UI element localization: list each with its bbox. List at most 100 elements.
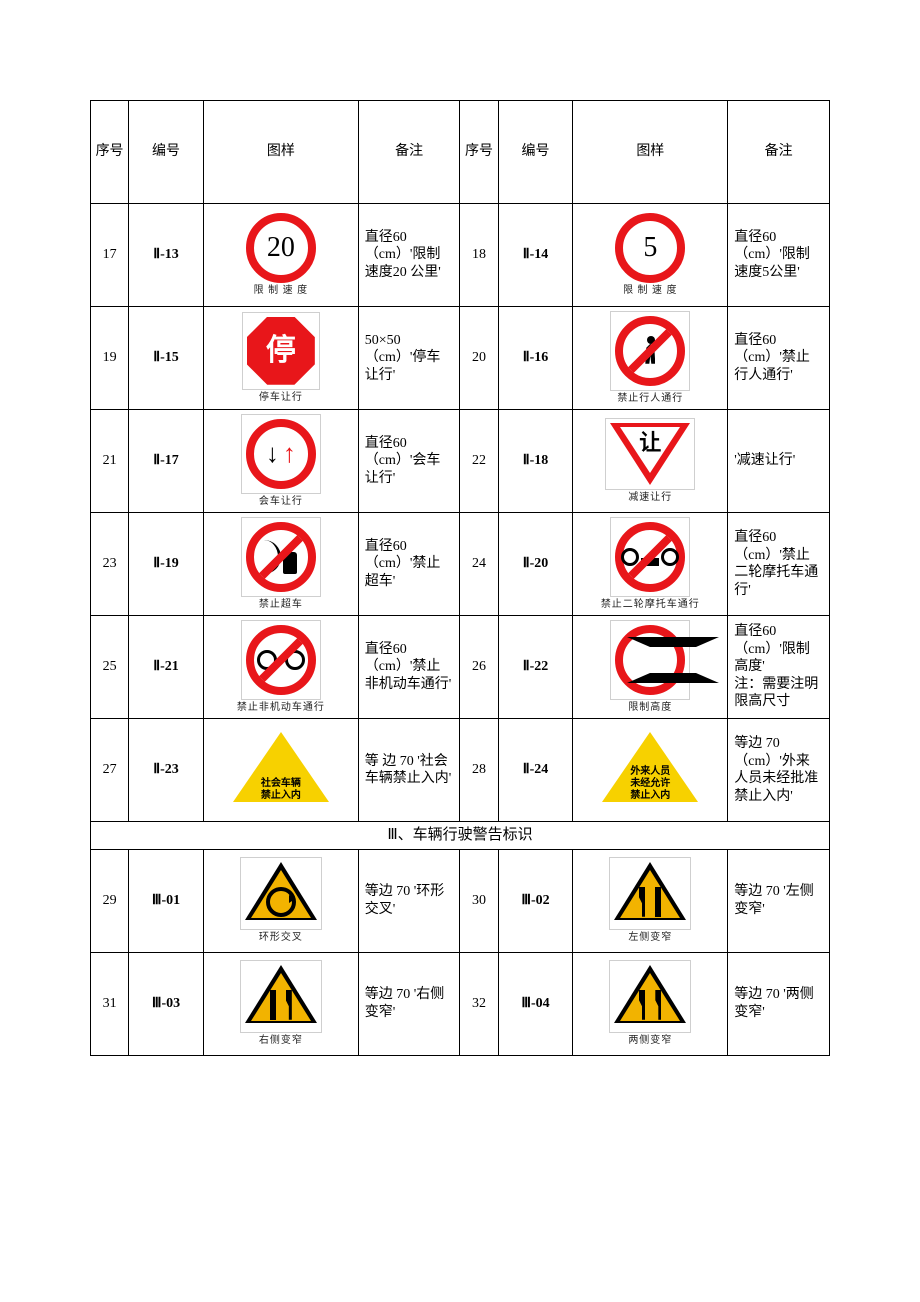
cell-note: 直径60（cm）'禁止非机动车通行' — [358, 616, 460, 719]
sign-caption: 两侧变窄 — [628, 1035, 672, 1048]
cell-code: Ⅲ-03 — [129, 952, 204, 1055]
cell-seq: 26 — [460, 616, 498, 719]
cell-seq: 29 — [91, 849, 129, 952]
cell-figure: 左侧变窄 — [573, 849, 728, 952]
cell-seq: 28 — [460, 719, 498, 822]
sign-figure: ↓↑ 会车让行 — [241, 414, 321, 509]
header-code: 编号 — [498, 101, 573, 204]
sign-figure: 停停车让行 — [242, 312, 320, 405]
document-page: 序号编号图样备注序号编号图样备注17Ⅱ-1320限 制 速 度直径60（cm）'… — [0, 0, 920, 1056]
height-limit-icon — [615, 625, 685, 695]
cell-note: 直径60（cm）'限制速度5公里' — [728, 204, 830, 307]
cell-seq: 25 — [91, 616, 129, 719]
cell-figure: 社会车辆 禁止入内 — [203, 719, 358, 822]
cell-figure: 外来人员 未经允许 禁止入内 — [573, 719, 728, 822]
sign-figure: 两侧变窄 — [609, 960, 691, 1048]
cell-seq: 30 — [460, 849, 498, 952]
narrow-warning-icon — [614, 965, 686, 1023]
cell-figure: 让减速让行 — [573, 410, 728, 513]
header-seq: 序号 — [460, 101, 498, 204]
cell-note: '减速让行' — [728, 410, 830, 513]
header-code: 编号 — [129, 101, 204, 204]
cell-figure: 禁止行人通行 — [573, 307, 728, 410]
cell-seq: 17 — [91, 204, 129, 307]
warning-triangle-icon: 外来人员 未经允许 禁止入内 — [602, 732, 698, 802]
cell-note: 直径60（cm）'禁止行人通行' — [728, 307, 830, 410]
sign-figure: 5 限 制 速 度 — [615, 213, 685, 298]
sign-figure: 20 限 制 速 度 — [246, 213, 316, 298]
sign-figure: 外来人员 未经允许 禁止入内 — [602, 732, 698, 802]
cell-figure: 右侧变窄 — [203, 952, 358, 1055]
cell-code: Ⅲ-02 — [498, 849, 573, 952]
sign-figure: 禁止行人通行 — [610, 311, 690, 406]
cell-seq: 31 — [91, 952, 129, 1055]
section-row: Ⅲ、车辆行驶警告标识 — [91, 822, 830, 850]
narrow-warning-icon — [245, 965, 317, 1023]
sign-caption: 限 制 速 度 — [254, 285, 309, 298]
cell-note: 等边 70 '左侧变窄' — [728, 849, 830, 952]
header-figure: 图样 — [203, 101, 358, 204]
sign-figure: 右侧变窄 — [240, 960, 322, 1048]
section-heading: Ⅲ、车辆行驶警告标识 — [91, 822, 830, 850]
yield-icon: 让 — [610, 423, 690, 485]
header-seq: 序号 — [91, 101, 129, 204]
sign-caption: 减速让行 — [628, 492, 672, 505]
table-row: 29Ⅲ-01环形交叉等边 70 '环形交叉'30Ⅲ-02左侧变窄等边 70 '左… — [91, 849, 830, 952]
speed-limit-icon: 20 — [246, 213, 316, 283]
cell-code: Ⅲ-04 — [498, 952, 573, 1055]
cell-figure: 环形交叉 — [203, 849, 358, 952]
cell-figure: 限制高度 — [573, 616, 728, 719]
cell-note: 50×50（cm）'停车让行' — [358, 307, 460, 410]
speed-limit-icon: 5 — [615, 213, 685, 283]
cell-figure: 两侧变窄 — [573, 952, 728, 1055]
cell-code: Ⅱ-15 — [129, 307, 204, 410]
cell-seq: 22 — [460, 410, 498, 513]
sign-caption: 停车让行 — [259, 392, 303, 405]
no-pedestrian-icon — [615, 316, 685, 386]
cell-figure: 禁止二轮摩托车通行 — [573, 513, 728, 616]
cell-note: 等边 70 '两侧变窄' — [728, 952, 830, 1055]
cell-code: Ⅱ-20 — [498, 513, 573, 616]
cell-figure: 禁止超车 — [203, 513, 358, 616]
cell-code: Ⅱ-23 — [129, 719, 204, 822]
sign-caption: 限 制 速 度 — [623, 285, 678, 298]
cell-code: Ⅱ-22 — [498, 616, 573, 719]
cell-code: Ⅱ-21 — [129, 616, 204, 719]
sign-figure: 环形交叉 — [240, 857, 322, 945]
cell-seq: 20 — [460, 307, 498, 410]
cell-note: 直径60（cm）'禁止超车' — [358, 513, 460, 616]
cell-seq: 24 — [460, 513, 498, 616]
table-row: 21Ⅱ-17↓↑会车让行直径60（cm）'会车让行'22Ⅱ-18让减速让行'减速… — [91, 410, 830, 513]
cell-seq: 23 — [91, 513, 129, 616]
cell-seq: 19 — [91, 307, 129, 410]
sign-figure: 左侧变窄 — [609, 857, 691, 945]
cell-note: 直径60（cm）'限制速度20 公里' — [358, 204, 460, 307]
cell-code: Ⅱ-19 — [129, 513, 204, 616]
table-header-row: 序号编号图样备注序号编号图样备注 — [91, 101, 830, 204]
cell-seq: 18 — [460, 204, 498, 307]
sign-figure: 禁止二轮摩托车通行 — [601, 517, 700, 612]
table-row: 19Ⅱ-15 停停车让行 50×50（cm）'停车让行'20Ⅱ-16 禁止行人通行直径… — [91, 307, 830, 410]
sign-caption: 环形交叉 — [259, 932, 303, 945]
cell-figure: 20 限 制 速 度 — [203, 204, 358, 307]
cell-figure: ↓↑ 会车让行 — [203, 410, 358, 513]
meeting-yield-icon: ↓↑ — [246, 419, 316, 489]
no-motorcycle-icon — [615, 522, 685, 592]
cell-figure: 5 限 制 速 度 — [573, 204, 728, 307]
sign-figure: 限制高度 — [610, 620, 690, 715]
cell-code: Ⅱ-24 — [498, 719, 573, 822]
cell-note: 等 边 70 '社会车辆禁止入内' — [358, 719, 460, 822]
cell-code: Ⅱ-13 — [129, 204, 204, 307]
sign-figure: 让减速让行 — [605, 418, 695, 505]
sign-caption: 左侧变窄 — [628, 932, 672, 945]
stop-icon: 停 — [247, 317, 315, 385]
warning-triangle-icon: 社会车辆 禁止入内 — [233, 732, 329, 802]
sign-caption: 会车让行 — [259, 496, 303, 509]
sign-caption: 禁止非机动车通行 — [237, 702, 325, 715]
narrow-warning-icon — [614, 862, 686, 920]
cell-code: Ⅱ-18 — [498, 410, 573, 513]
cell-figure: 禁止非机动车通行 — [203, 616, 358, 719]
cell-code: Ⅱ-16 — [498, 307, 573, 410]
sign-figure: 禁止非机动车通行 — [237, 620, 325, 715]
cell-note: 直径60（cm）'限制高度'注：需要注明限高尺寸 — [728, 616, 830, 719]
